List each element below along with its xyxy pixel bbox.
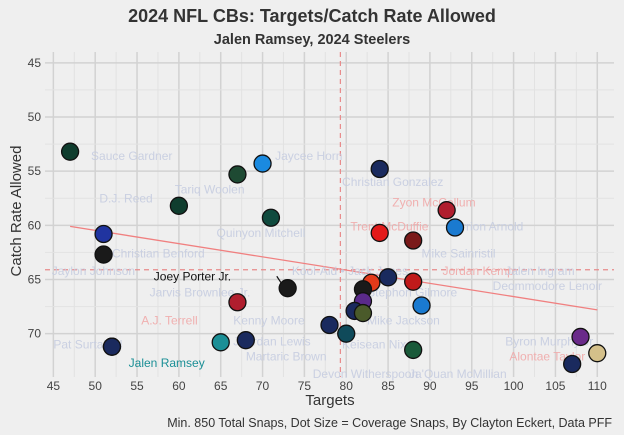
point-label: Jalen Ingram [505, 264, 574, 278]
data-point [563, 354, 582, 374]
y-tick-label: 55 [28, 164, 42, 178]
point-label: Martaric Brown [246, 349, 327, 363]
point-label: D.J. Reed [99, 191, 152, 205]
trend-line [70, 225, 598, 311]
point-label: Jordan Kemp [442, 264, 514, 278]
point-label: Kool-Aid • Jack Jones [292, 264, 408, 278]
data-point [228, 293, 247, 312]
data-point [94, 224, 113, 244]
data-point [437, 201, 456, 220]
data-point [353, 303, 373, 323]
x-tick-label: 85 [381, 379, 395, 393]
data-point [278, 279, 297, 298]
data-point [320, 315, 339, 335]
y-tick-label: 50 [28, 110, 42, 124]
y-tick-label: 70 [28, 327, 42, 341]
data-point [228, 165, 247, 184]
data-point [571, 327, 590, 347]
x-tick-label: 80 [340, 379, 354, 393]
x-tick-label: 95 [465, 379, 479, 393]
data-point [588, 344, 607, 363]
chart-caption: Min. 850 Total Snaps, Dot Size = Coverag… [167, 416, 612, 430]
data-point [404, 272, 423, 291]
point-label: Christian Benford [112, 247, 205, 261]
y-axis-label: Catch Rate Allowed [8, 146, 25, 277]
gridlines [45, 52, 614, 377]
point-label: Quinyon Mitchell [217, 226, 306, 240]
chart-subtitle: Jalen Ramsey, 2024 Steelers [214, 32, 410, 48]
x-tick-label: 90 [423, 379, 437, 393]
point-label: Deommodore Lenoir [493, 279, 602, 293]
point-label: Sauce Gardner [91, 149, 172, 163]
data-point [211, 333, 230, 352]
axis-ticks: 45 50 55 60 65 70 75 80 85 90 95 100 105 110 45 50 55 60 6… [28, 56, 608, 393]
reference-lines [45, 52, 614, 377]
point-label: Kenny Moore [233, 314, 305, 328]
x-tick-label: 100 [504, 379, 524, 393]
y-tick-label: 60 [28, 218, 42, 232]
data-point [261, 208, 281, 227]
data-point [253, 154, 272, 173]
data-points [60, 142, 607, 374]
trend-line-group [70, 225, 598, 311]
data-point [94, 245, 113, 264]
x-tick-label: 45 [47, 379, 61, 393]
point-label: Ja'Quan McMillian [409, 367, 507, 381]
point-label: Jaycee Horn [275, 149, 342, 163]
data-point [404, 340, 423, 360]
data-point [378, 268, 398, 287]
x-tick-label: 60 [172, 379, 186, 393]
x-tick-label: 65 [214, 379, 228, 393]
data-point [412, 296, 431, 315]
x-tick-label: 110 [588, 379, 607, 393]
x-axis-label: Targets [305, 392, 354, 409]
data-point [60, 142, 80, 161]
point-label: Zyon McCollum [392, 196, 475, 210]
point-label: Tariq Woolen [175, 183, 245, 197]
point-label: Jaylon Johnson [52, 264, 135, 278]
point-label: Keisean Nixon [342, 338, 419, 352]
point-labels: Sauce Gardner D.J. Reed Tariq Woolen Jaycee… [52, 149, 602, 381]
point-label: Joey Porter Jr. [154, 269, 231, 283]
point-label: Trent McDuffie [350, 219, 428, 233]
x-tick-label: 70 [256, 379, 270, 393]
point-label: Mike Sainristil [422, 247, 496, 261]
data-point [370, 223, 389, 243]
point-label: Derrion Arnold [447, 219, 524, 233]
x-tick-label: 75 [298, 379, 312, 393]
point-label: Jalen Ramsey [129, 356, 205, 370]
data-point [102, 337, 122, 356]
chart-title: 2024 NFL CBs: Targets/Catch Rate Allowed [128, 6, 496, 26]
point-label: Stephon Gilmore [367, 286, 457, 300]
y-tick-label: 45 [28, 56, 42, 70]
data-point [404, 231, 423, 250]
data-point [236, 331, 255, 350]
x-tick-label: 55 [130, 379, 144, 393]
x-tick-label: 50 [89, 379, 103, 393]
x-tick-label: 105 [545, 379, 565, 393]
point-label: Devon Witherspoon [313, 367, 418, 381]
point-label: Jarvis Brownlee Jr. [150, 286, 251, 300]
data-point [370, 159, 389, 179]
point-label: A.J. Terrell [141, 314, 197, 328]
y-tick-label: 65 [28, 273, 42, 287]
point-label: Christian Gonzalez [342, 175, 443, 189]
data-point [445, 218, 465, 237]
point-label: Mike Jackson [367, 314, 440, 328]
data-point [337, 324, 356, 343]
data-point [169, 196, 189, 215]
